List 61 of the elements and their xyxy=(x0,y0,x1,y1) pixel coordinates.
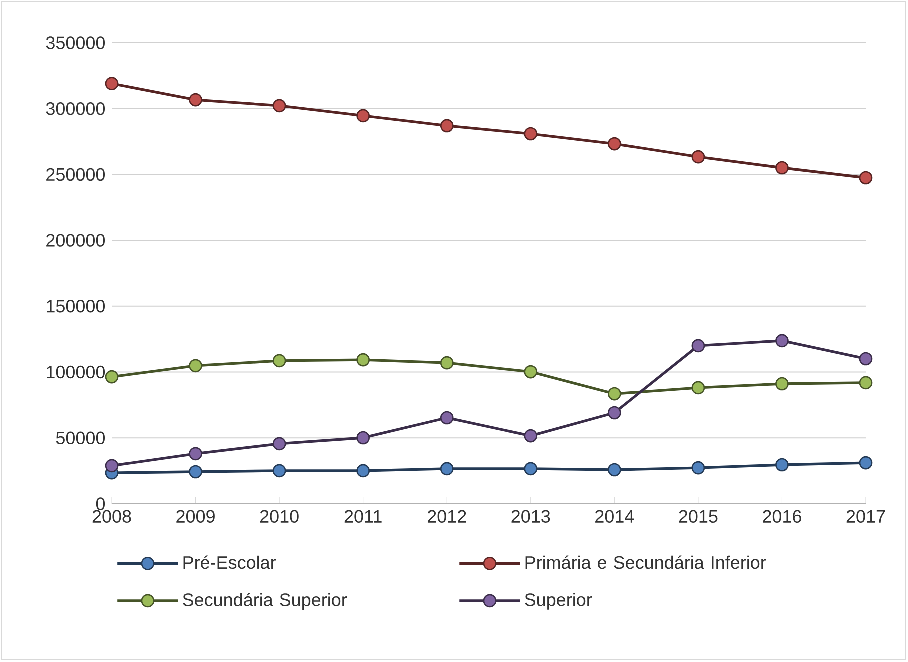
y-tick-label: 350000 xyxy=(46,36,106,50)
point xyxy=(356,431,370,445)
point xyxy=(776,161,789,175)
point xyxy=(105,77,119,91)
point xyxy=(608,137,622,151)
point xyxy=(272,464,286,478)
point xyxy=(692,461,706,475)
x-tick-label: 2014 xyxy=(596,510,634,523)
point xyxy=(272,354,286,368)
point xyxy=(189,465,202,479)
legend-label: Primária e Secundária Inferior xyxy=(526,556,766,570)
point xyxy=(859,456,873,470)
point xyxy=(440,462,454,476)
point xyxy=(776,458,789,472)
point xyxy=(189,93,202,107)
point xyxy=(356,353,370,367)
point xyxy=(859,352,873,366)
y-tick-label: 50000 xyxy=(56,432,106,445)
point xyxy=(608,406,622,420)
y-tick-label: 200000 xyxy=(46,234,106,247)
legend-label: Secundária Superior xyxy=(183,592,348,610)
legend-label: Superior xyxy=(525,593,592,610)
x-tick-label: 2009 xyxy=(176,510,215,523)
point xyxy=(440,356,454,370)
point xyxy=(272,99,286,113)
y-tick-label: 150000 xyxy=(47,300,106,313)
point xyxy=(524,462,538,476)
x-tick-label: 2016 xyxy=(763,510,802,523)
point xyxy=(105,370,119,384)
point xyxy=(524,365,538,379)
x-tick-label: 2008 xyxy=(92,510,132,523)
y-tick-label: 0 xyxy=(96,498,106,510)
point xyxy=(692,381,706,395)
point xyxy=(692,339,706,353)
y-tick-label: 100000 xyxy=(47,366,106,379)
point xyxy=(189,359,202,373)
x-tick-label: 2013 xyxy=(512,510,550,523)
point xyxy=(189,447,202,461)
point xyxy=(524,127,538,141)
y-tick-label: 300000 xyxy=(46,102,106,116)
point xyxy=(608,387,622,401)
point xyxy=(524,429,538,443)
point xyxy=(272,437,286,451)
x-tick-label: 2017 xyxy=(846,510,886,523)
point xyxy=(440,411,454,425)
legend-label: Pré-Escolar xyxy=(184,556,276,570)
point xyxy=(859,376,873,390)
point xyxy=(859,171,873,185)
point xyxy=(105,459,119,473)
point xyxy=(776,377,789,391)
x-tick-label: 2010 xyxy=(260,510,299,523)
point xyxy=(356,109,370,123)
y-tick-label: 250000 xyxy=(46,168,106,182)
point xyxy=(692,150,706,164)
point xyxy=(440,119,454,133)
x-tick-label: 2015 xyxy=(679,510,718,523)
x-tick-label: 2012 xyxy=(428,510,466,523)
point xyxy=(356,464,370,478)
point xyxy=(776,334,789,348)
x-tick-label: 2011 xyxy=(344,510,382,523)
point xyxy=(608,463,622,477)
